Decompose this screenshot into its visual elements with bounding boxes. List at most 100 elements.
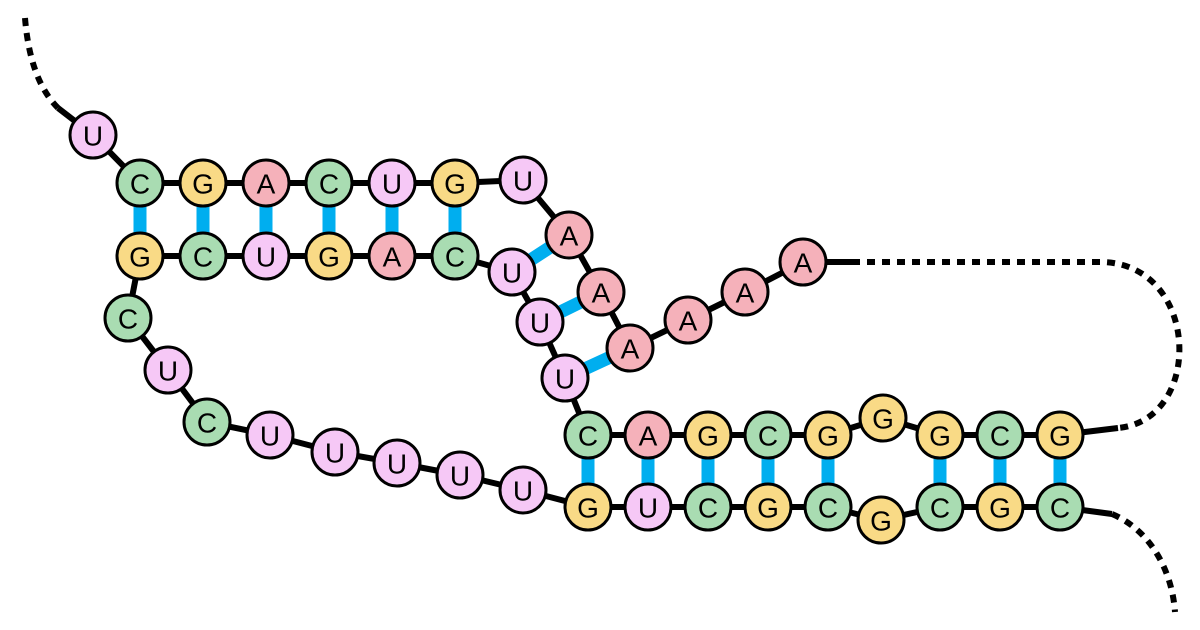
nucleotide-label: G — [872, 404, 894, 435]
nucleotide-label: A — [679, 306, 698, 337]
nucleotide-label: U — [256, 242, 276, 273]
nucleotide — [663, 295, 713, 345]
nucleotide-label: U — [638, 493, 658, 524]
nucleotide-label: U — [158, 356, 178, 387]
nucleotide — [115, 158, 165, 208]
nucleotide-label: A — [736, 278, 755, 309]
nucleotide — [103, 293, 153, 343]
nucleotide-label: G — [318, 242, 340, 273]
nucleotide-label: A — [257, 169, 276, 200]
nucleotide — [304, 158, 354, 208]
nucleotide — [623, 482, 673, 532]
nucleotide — [498, 155, 548, 205]
nucleotide — [623, 410, 673, 460]
nucleotide-label: C — [930, 493, 950, 524]
nucleotide — [435, 450, 485, 500]
nucleotide — [245, 410, 295, 460]
backbone-links — [90, 132, 1060, 523]
nucleotide-label: U — [530, 308, 550, 339]
nucleotide — [683, 410, 733, 460]
nucleotide-label: G — [817, 421, 839, 452]
nucleotide — [430, 231, 480, 281]
nucleotide-label: U — [325, 438, 345, 469]
nucleotide-label: U — [555, 364, 575, 395]
nucleotide — [743, 482, 793, 532]
nucleotide-label: G — [870, 506, 892, 537]
nucleotide — [310, 427, 360, 477]
nucleotide-label: C — [758, 421, 778, 452]
nucleotide-label: C — [118, 304, 138, 335]
nucleotide-label: U — [387, 449, 407, 480]
nucleotide-label: C — [319, 169, 339, 200]
nucleotide-label: C — [193, 242, 213, 273]
nucleotide — [143, 345, 193, 395]
nucleotide — [241, 231, 291, 281]
nucleotide — [182, 397, 232, 447]
nucleotide — [563, 410, 613, 460]
nucleotide — [803, 482, 853, 532]
nucleotide — [544, 210, 594, 260]
nucleotide — [975, 410, 1025, 460]
nucleotide-label: G — [757, 493, 779, 524]
three-prime-tail — [1110, 511, 1178, 613]
nucleotide-label: U — [502, 258, 522, 289]
nucleotide — [367, 231, 417, 281]
nucleotide — [68, 110, 118, 160]
nucleotide — [487, 247, 537, 297]
nucleotide-label: U — [513, 166, 533, 197]
nucleotide — [683, 482, 733, 532]
nucleotide — [778, 237, 828, 287]
nucleotide-label: C — [1050, 493, 1070, 524]
nucleotide-label: G — [697, 421, 719, 452]
nucleotide-label: G — [989, 493, 1011, 524]
nucleotide-label: U — [450, 461, 470, 492]
nucleotide-label: G — [929, 421, 951, 452]
nucleotide-label: G — [1049, 421, 1071, 452]
nucleotide-label: A — [592, 278, 611, 309]
nucleotide — [915, 482, 965, 532]
nucleotide — [498, 465, 548, 515]
nucleotide-label: U — [382, 169, 402, 200]
nucleotide — [115, 231, 165, 281]
nucleotide-label: U — [83, 121, 103, 152]
nucleotide — [563, 482, 613, 532]
nucleotide — [367, 158, 417, 208]
nucleotide-label: G — [192, 169, 214, 200]
nucleotide-label: A — [560, 221, 579, 252]
nucleotide-label: C — [818, 493, 838, 524]
nucleotide — [858, 393, 908, 443]
five-prime-tail — [22, 17, 61, 111]
nucleotide-label: C — [445, 242, 465, 273]
nucleotide — [372, 438, 422, 488]
nucleotide — [915, 410, 965, 460]
nucleotide-label: C — [698, 493, 718, 524]
nucleotide — [540, 353, 590, 403]
nucleotide-label: A — [794, 248, 813, 279]
nucleotide-label: C — [197, 408, 217, 439]
nucleotide — [430, 158, 480, 208]
nucleotide-label: G — [577, 493, 599, 524]
nucleotide-label: A — [639, 421, 658, 452]
nucleotide — [743, 410, 793, 460]
nucleotide — [1035, 482, 1085, 532]
nucleotide — [803, 410, 853, 460]
nucleotide-label: G — [129, 242, 151, 273]
nucleotide — [975, 482, 1025, 532]
nucleotide — [304, 231, 354, 281]
nucleotide — [241, 158, 291, 208]
base-pairs — [133, 183, 1067, 507]
nucleotide-label: A — [621, 334, 640, 365]
nucleotide-label: A — [383, 242, 402, 273]
nucleotide — [178, 158, 228, 208]
nucleotide-label: G — [444, 169, 466, 200]
nucleotide — [1035, 410, 1085, 460]
nucleotide-label: U — [513, 476, 533, 507]
nucleotide-label: C — [130, 169, 150, 200]
nucleotide — [576, 267, 626, 317]
nucleotide — [178, 231, 228, 281]
nucleotide — [720, 267, 770, 317]
nucleotide-label: C — [578, 421, 598, 452]
nucleotide — [605, 323, 655, 373]
nucleotide — [515, 297, 565, 347]
